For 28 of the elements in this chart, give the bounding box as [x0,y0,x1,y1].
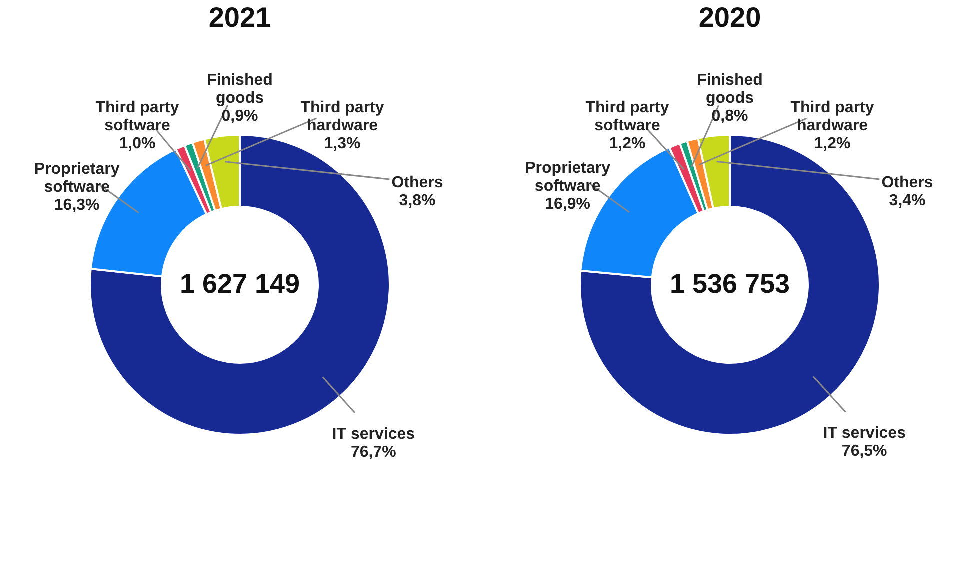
slice-label: Others [392,174,444,192]
slice-label: Others [882,174,934,192]
data-label: 76,7% [350,444,396,461]
data-label: 1,2% [609,135,646,152]
slice-label: IT services [823,424,906,442]
chart-title: 2020 [698,2,762,33]
slice-label: Proprietary software [525,160,611,195]
data-label: 0,9% [222,108,258,125]
slice-label: Proprietary software [34,160,120,196]
slice-label: Third party hardware [790,99,874,134]
text: 1 627 149 [180,269,300,299]
data-label: 3,8% [399,192,436,210]
data-label: 16,9% [545,196,591,213]
slice-label: IT services [332,426,416,443]
slice-label: Finished goods [697,72,763,107]
slice-label: Finished goods [207,72,273,107]
data-label: 1,2% [814,135,851,152]
data-label: 76,5% [842,442,888,460]
text: 1 536 753 [670,269,790,299]
data-label: 1,0% [119,135,156,152]
data-label: 16,3% [54,196,100,214]
data-label: 1,3% [324,135,361,152]
data-label: 3,4% [889,192,926,210]
slice-label: Third party software [586,99,670,134]
chart-title: 2021 [208,2,272,33]
data-label: 0,8% [712,108,748,125]
slice-label: Third party hardware [300,99,384,134]
slice-label: Third party software [96,99,180,134]
